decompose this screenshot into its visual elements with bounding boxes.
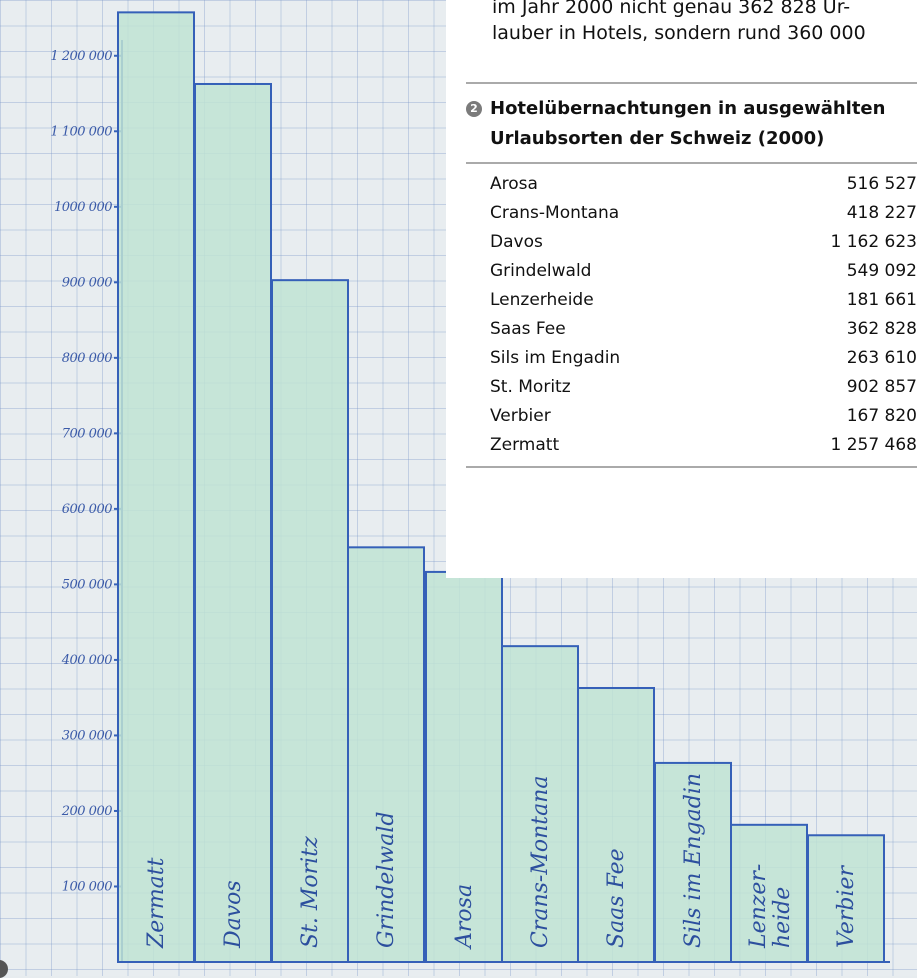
resort-name: Grindelwald [490, 261, 592, 281]
resort-name: Arosa [490, 174, 538, 194]
resort-name: Lenzerheide [490, 290, 594, 310]
category-label: Saas Fee [604, 848, 629, 948]
title-rule [466, 162, 917, 164]
table-top-rule [466, 82, 917, 84]
table-row: St. Moritz 902 857 [466, 373, 917, 402]
resort-name: Davos [490, 232, 543, 252]
overnight-stays-value: 181 661 [846, 290, 917, 310]
category-label: Lenzer-heide [746, 864, 795, 949]
text-panel: im Jahr 2000 nicht genau 362 828 Ur- lau… [446, 0, 917, 578]
table-row: Grindelwald 549 092 [466, 257, 917, 286]
overnight-stays-value: 263 610 [846, 348, 917, 368]
hotel-stats-table-block: 2 Hotelübernachtungen in ausgewählten Ur… [466, 82, 917, 468]
bar [425, 570, 503, 963]
table-row: Arosa 516 527 [466, 170, 917, 199]
bar [501, 645, 579, 963]
table-bottom-rule [466, 466, 917, 468]
category-label: Sils im Engadin [681, 773, 706, 948]
y-tick-label: 300 000 [62, 728, 112, 743]
table-title-line-2: Urlaubsorten der Schweiz (2000) [490, 128, 825, 149]
table-row: Zermatt 1 257 468 [466, 431, 917, 460]
resort-name: Saas Fee [490, 319, 566, 339]
y-tick-label: 100 000 [62, 879, 112, 894]
overnight-stays-value: 1 257 468 [830, 435, 917, 455]
category-labels: Zermatt Davos St. Moritz Grindelwald Arosa Cr… [144, 773, 859, 950]
number-badge: 2 [466, 101, 482, 117]
category-label: Zermatt [144, 857, 169, 949]
bar [577, 686, 655, 963]
category-label: Verbier [834, 864, 859, 948]
category-label: Davos [221, 880, 246, 949]
y-tick-label: 200 000 [61, 804, 112, 819]
y-tick-label: 500 000 [62, 577, 112, 592]
resort-name: Verbier [490, 406, 551, 426]
table-title: 2 Hotelübernachtungen in ausgewählten Ur… [466, 94, 917, 154]
bars [117, 11, 885, 964]
y-tick-label: 1 200 000 [50, 49, 112, 64]
table-row: Lenzerheide 181 661 [466, 286, 917, 315]
overnight-stays-value: 167 820 [846, 406, 917, 426]
y-tick-label: 800 000 [62, 351, 112, 366]
page-corner-marker [0, 960, 8, 978]
y-tick-label: 900 000 [62, 275, 112, 290]
intro-paragraph: im Jahr 2000 nicht genau 362 828 Ur- lau… [492, 0, 917, 46]
category-label: Crans-Montana [528, 775, 553, 948]
y-tick-label: 1 100 000 [50, 124, 112, 139]
bar [347, 546, 425, 964]
resort-name: Sils im Engadin [490, 348, 621, 368]
intro-line-1: im Jahr 2000 nicht genau 362 828 Ur- [492, 0, 851, 18]
overnight-stays-value: 1 162 623 [830, 232, 917, 252]
overnight-stays-value: 549 092 [846, 261, 917, 281]
bar [654, 761, 732, 964]
bar [194, 82, 272, 963]
table-title-line-1: Hotelübernachtungen in ausgewählten [490, 98, 886, 119]
table-row: Davos 1 162 623 [466, 228, 917, 257]
resort-name: Zermatt [490, 435, 560, 455]
y-tick-label: 400 000 [61, 653, 112, 668]
table-row: Saas Fee 362 828 [466, 315, 917, 344]
bar [807, 834, 885, 963]
y-tick-label: 700 000 [62, 426, 112, 441]
overnight-stays-value: 418 227 [846, 203, 917, 223]
hotel-table: Arosa 516 527 Crans-Montana 418 227 Davos 1 1… [466, 170, 917, 460]
category-label: Grindelwald [374, 811, 399, 948]
bar [730, 823, 808, 964]
category-label: Arosa [452, 884, 477, 950]
overnight-stays-value: 902 857 [846, 377, 917, 397]
resort-name: Crans-Montana [490, 203, 620, 223]
resort-name: St. Moritz [490, 377, 571, 397]
intro-line-2: lauber in Hotels, sondern rund 360 000 [492, 22, 866, 44]
bar [271, 279, 349, 963]
category-label: St. Moritz [298, 836, 323, 948]
y-tick-label: 1000 000 [54, 200, 112, 215]
table-row: Verbier 167 820 [466, 402, 917, 431]
overnight-stays-value: 362 828 [846, 319, 917, 339]
table-row: Sils im Engadin 263 610 [466, 344, 917, 373]
y-tick-label: 600 000 [62, 502, 112, 517]
overnight-stays-value: 516 527 [846, 174, 917, 194]
bar [117, 11, 195, 963]
table-row: Crans-Montana 418 227 [466, 199, 917, 228]
